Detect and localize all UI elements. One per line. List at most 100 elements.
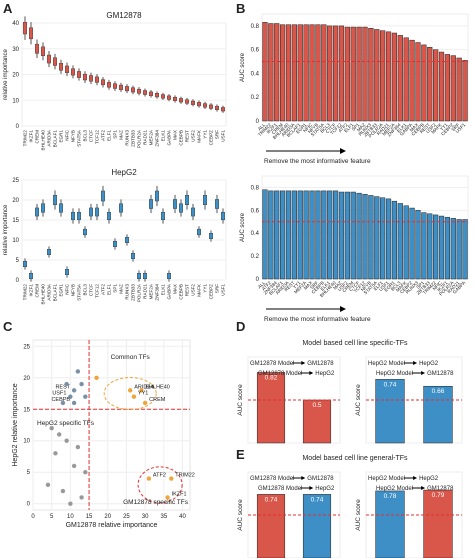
target-label: GM12878 [307, 476, 334, 482]
point-label: TRIM22 [175, 473, 195, 479]
x-axis-label: Remove the most informative feature [264, 316, 371, 323]
x-tick-label: ZBTB33 [131, 284, 136, 301]
box [142, 273, 147, 280]
box [178, 98, 183, 103]
bar-value-label: 0.74 [384, 381, 397, 388]
scatter-point [64, 381, 69, 387]
box [23, 22, 28, 35]
x-tick-label: BCL3 [83, 284, 88, 296]
box [41, 203, 46, 213]
x-tick-label: NFIC [432, 280, 444, 292]
x-tick-label: ATF2 [101, 284, 106, 295]
x-tick-label: 15 [86, 514, 93, 520]
y-tick-label: 5 [16, 258, 20, 264]
y-tick-label: 0.6 [251, 48, 260, 54]
model-label: GM12878 Model [250, 476, 294, 482]
x-tick-label: BHLHE40 [41, 284, 46, 305]
x-tick-label: BCL3 [390, 280, 402, 292]
bar [391, 200, 398, 280]
bar [433, 49, 439, 122]
box [59, 63, 64, 71]
scatter-point [127, 388, 133, 393]
x-tick-label: RAD21 [143, 284, 148, 299]
scatter-point [53, 451, 58, 456]
scatter-point [83, 470, 88, 475]
x-tick-label: REST [185, 130, 190, 142]
box [184, 194, 189, 205]
x-tick-label: USF1 [221, 284, 226, 296]
bar [327, 190, 333, 280]
bar [279, 190, 286, 280]
x-tick-label: 25 [123, 514, 130, 520]
bar [256, 372, 286, 444]
y-axis-label: AUC score [355, 499, 362, 531]
x-tick-label: NFIC [65, 283, 70, 294]
target-label: HepG2 [315, 486, 335, 492]
scatter-point [68, 501, 73, 506]
x-tick-label: ELK1 [396, 122, 408, 134]
x-tick-label: EGR1 [59, 130, 64, 143]
bar [380, 197, 386, 280]
x-tick-label: CREM [35, 284, 40, 298]
box [70, 68, 75, 76]
y-tick-label: 20 [12, 73, 19, 79]
box [148, 91, 153, 96]
y-tick-label: 0 [256, 277, 260, 283]
bar [338, 25, 345, 122]
y-tick-label: 0.8 [251, 24, 260, 30]
box [196, 228, 201, 236]
box [76, 71, 81, 78]
bar [415, 42, 421, 122]
model-label: GM12878 Model [258, 371, 302, 377]
bar [350, 26, 356, 122]
y-tick-label: 15 [23, 407, 30, 413]
x-tick-label: SRF [215, 130, 220, 139]
x-tick-label: NFIC [65, 129, 70, 140]
x-tick-label: POLR2A [137, 283, 142, 302]
y-axis-label: AUC score [240, 212, 246, 242]
x-tick-label: BCL3 [83, 130, 88, 142]
y-tick-label: 20 [23, 376, 30, 382]
bar-value-label: 0.78 [384, 493, 397, 500]
y-tick-label: 10 [12, 98, 19, 104]
bar [356, 192, 362, 280]
x-tick-label: SP1 [351, 122, 361, 132]
x-tick-label: YY1 [292, 280, 302, 290]
panel-a-title: GM12878 [106, 11, 142, 20]
box [88, 207, 93, 217]
box [94, 207, 99, 217]
y-tick-label: 0.2 [251, 254, 260, 260]
x-tick-label: SP1 [113, 130, 118, 139]
target-label: HepG2 [419, 361, 439, 367]
x-tick-label: BCLAF1 [53, 284, 58, 302]
x-tick-label: 0 [31, 514, 35, 520]
point-label: YY1 [138, 391, 148, 397]
panel-title: Model based cell line specific-TFs [302, 340, 408, 347]
box [100, 190, 105, 202]
box [70, 211, 75, 221]
x-tick-label: YY1 [439, 122, 449, 132]
target-label: HepG2 [315, 371, 335, 377]
bar [438, 215, 445, 280]
x-tick-label: ZNF384 [155, 284, 160, 301]
bar [321, 24, 327, 122]
x-tick-label: 30 [142, 514, 149, 520]
box [29, 27, 34, 40]
scatter-point [71, 388, 77, 393]
y-tick-label: 0.4 [251, 71, 260, 77]
x-tick-label: NFIC [302, 122, 314, 134]
y-tick-label: 20 [12, 198, 19, 204]
x-tick-label: MEF2A [149, 283, 154, 299]
x-tick-label: 5 [50, 514, 54, 520]
x-tick-label: IKZF1 [29, 284, 34, 297]
bar [450, 218, 456, 280]
bar [397, 203, 403, 280]
x-tick-label: BHLHE40 [41, 130, 46, 151]
box [88, 75, 93, 82]
x-tick-label: SP1 [113, 284, 118, 293]
bar [456, 57, 462, 122]
x-tick-label: MAZ [356, 122, 367, 133]
box [130, 252, 135, 259]
bar [256, 494, 286, 558]
y-tick-label: 0.8 [251, 185, 260, 191]
